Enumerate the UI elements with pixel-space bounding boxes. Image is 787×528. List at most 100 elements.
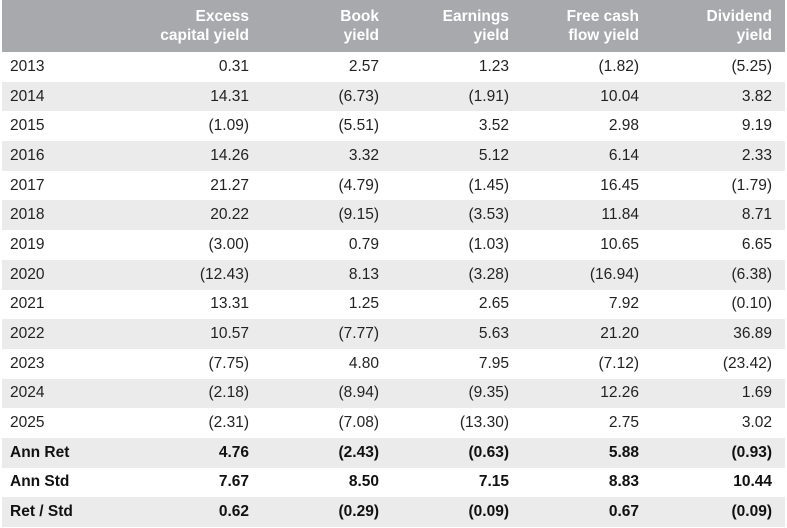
cell-excess-capital-yield: (2.18) [208,384,250,402]
cell-book-yield: (5.51) [338,117,380,135]
cell-earnings-yield: (1.45) [468,176,510,194]
cell-book-yield: 1.25 [348,295,379,313]
cell-excess-capital-yield: 21.27 [210,176,249,194]
cell-book-yield: 2.57 [348,57,379,75]
cell-excess-capital-yield: 20.22 [210,206,249,224]
cell-free-cash-flow-yield: 7.92 [608,295,639,313]
header-cell-earnings-yield: Earnings yield [442,8,509,44]
header-cell-year [2,0,132,52]
table-header: Excess capital yield Book yield Earnings… [2,0,785,52]
cell-free-cash-flow-yield: 8.83 [608,473,639,491]
cell-book-yield: (8.94) [338,384,380,402]
cell-dividend-yield: (0.10) [731,295,773,313]
row-label: Ann Std [10,473,70,491]
summary-row: Ann Ret 4.76 (2.43) (0.63) 5.88 (0.93) [2,437,785,468]
cell-dividend-yield: 36.89 [733,325,772,343]
cell-excess-capital-yield: 4.76 [218,443,249,461]
cell-book-yield: 8.13 [348,265,379,283]
cell-excess-capital-yield: 0.31 [218,57,249,75]
cell-earnings-yield: (3.28) [468,265,510,283]
row-label: 2021 [10,295,45,313]
cell-free-cash-flow-yield: 21.20 [600,325,639,343]
table-body: 2013 0.31 2.57 1.23 (1.82) (5.25) 2014 14.31 (6.… [2,52,785,527]
cell-book-yield: 0.79 [348,235,379,253]
cell-excess-capital-yield: 10.57 [210,325,249,343]
cell-free-cash-flow-yield: 10.65 [600,235,639,253]
row-label: 2016 [10,146,45,164]
cell-book-yield: (0.29) [338,503,380,521]
cell-free-cash-flow-yield: 2.75 [608,414,639,432]
cell-excess-capital-yield: (3.00) [208,235,250,253]
cell-book-yield: (9.15) [338,206,380,224]
row-label: Ann Ret [10,443,70,461]
summary-row: Ann Std 7.67 8.50 7.15 8.83 10.44 [2,468,785,498]
cell-earnings-yield: (1.03) [468,235,510,253]
cell-earnings-yield: 3.52 [478,117,509,135]
cell-dividend-yield: 6.65 [741,235,772,253]
cell-excess-capital-yield: 13.31 [210,295,249,313]
table-row: 2015 (1.09) (5.51) 3.52 2.98 9.19 [2,111,785,141]
row-label: 2013 [10,57,45,75]
table-row: 2021 13.31 1.25 2.65 7.92 (0.10) [2,290,785,320]
header-row: Excess capital yield Book yield Earnings… [2,0,785,52]
cell-free-cash-flow-yield: 0.67 [608,503,639,521]
cell-free-cash-flow-yield: 12.26 [600,384,639,402]
cell-dividend-yield: (1.79) [731,176,773,194]
cell-earnings-yield: (3.53) [468,206,510,224]
cell-book-yield: (2.43) [338,443,380,461]
cell-earnings-yield: 5.63 [478,325,509,343]
cell-earnings-yield: (0.63) [468,443,510,461]
summary-row: Ret / Std 0.62 (0.29) (0.09) 0.67 (0.09) [2,497,785,527]
cell-earnings-yield: 7.95 [478,354,509,372]
cell-book-yield: (6.73) [338,87,380,105]
row-label: 2017 [10,176,45,194]
cell-free-cash-flow-yield: 2.98 [608,117,639,135]
row-label: 2022 [10,325,45,343]
row-label: 2020 [10,265,45,283]
table-row: 2019 (3.00) 0.79 (1.03) 10.65 6.65 [2,230,785,260]
row-label: 2014 [10,87,45,105]
cell-free-cash-flow-yield: 6.14 [608,146,639,164]
cell-free-cash-flow-yield: 5.88 [608,443,639,461]
cell-book-yield: 8.50 [348,473,379,491]
cell-free-cash-flow-yield: 16.45 [600,176,639,194]
cell-earnings-yield: (9.35) [468,384,510,402]
cell-free-cash-flow-yield: (16.94) [589,265,639,283]
row-label: Ret / Std [10,503,73,521]
row-label: 2025 [10,414,45,432]
cell-earnings-yield: (13.30) [459,414,509,432]
cell-excess-capital-yield: 14.31 [210,87,249,105]
cell-free-cash-flow-yield: 11.84 [601,206,639,224]
table-row: 2018 20.22 (9.15) (3.53) 11.84 8.71 [2,200,785,231]
cell-book-yield: 3.32 [348,146,379,164]
cell-earnings-yield: 1.23 [478,57,509,75]
cell-excess-capital-yield: (7.75) [208,354,250,372]
row-label: 2018 [10,206,45,224]
cell-dividend-yield: (23.42) [722,354,772,372]
cell-earnings-yield: (0.09) [468,503,510,521]
cell-dividend-yield: 3.82 [741,87,772,105]
table-row: 2023 (7.75) 4.80 7.95 (7.12) (23.42) [2,349,785,379]
cell-excess-capital-yield: 0.62 [218,503,249,521]
cell-excess-capital-yield: (1.09) [208,117,250,135]
cell-dividend-yield: 9.19 [741,117,772,135]
cell-dividend-yield: 1.69 [741,384,772,402]
table-row: 2014 14.31 (6.73) (1.91) 10.04 3.82 [2,81,785,112]
table-row: 2025 (2.31) (7.08) (13.30) 2.75 3.02 [2,408,785,438]
cell-book-yield: (7.08) [338,414,380,432]
cell-excess-capital-yield: (12.43) [199,265,249,283]
cell-dividend-yield: 2.33 [741,146,772,164]
cell-earnings-yield: 5.12 [478,146,509,164]
cell-dividend-yield: (0.93) [731,443,773,461]
table-row: 2024 (2.18) (8.94) (9.35) 12.26 1.69 [2,378,785,409]
header-cell-excess-capital-yield: Excess capital yield [160,8,249,44]
header-cell-book-yield: Book yield [340,8,379,44]
table-row: 2013 0.31 2.57 1.23 (1.82) (5.25) [2,52,785,82]
cell-earnings-yield: (1.91) [468,87,510,105]
table-row: 2017 21.27 (4.79) (1.45) 16.45 (1.79) [2,171,785,201]
cell-excess-capital-yield: (2.31) [208,414,250,432]
header-cell-free-cash-flow-yield: Free cash flow yield [566,8,639,44]
cell-excess-capital-yield: 14.26 [210,146,249,164]
cell-free-cash-flow-yield: (1.82) [598,57,640,75]
table-row: 2016 14.26 3.32 5.12 6.14 2.33 [2,141,785,171]
